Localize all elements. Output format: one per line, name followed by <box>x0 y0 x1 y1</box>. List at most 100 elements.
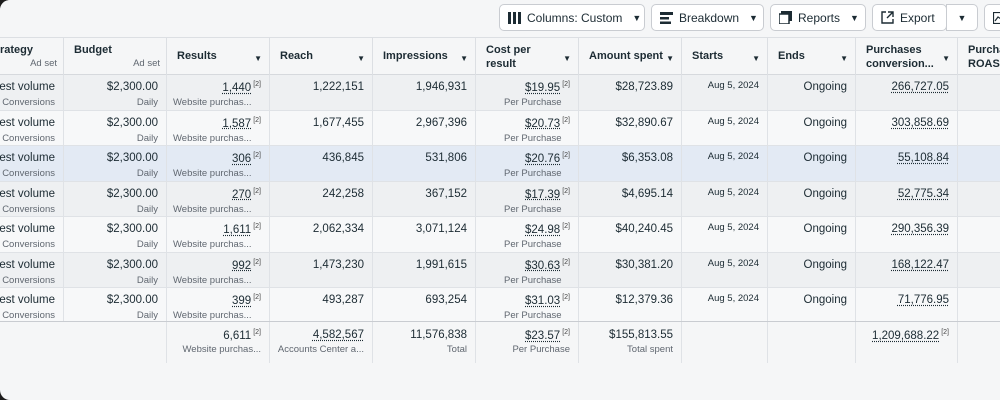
end-status: Ongoing <box>803 152 847 164</box>
table-row[interactable]: hest volume Conversions $2,300.00 Daily 1,58… <box>0 110 1000 146</box>
table-row[interactable]: hest volumeConversions$2,300.00Daily992[… <box>0 252 1000 288</box>
breakdown-icon <box>660 11 673 24</box>
export-button[interactable]: Export <box>872 4 947 31</box>
reach-value: 1,677,455 <box>312 116 364 129</box>
export-options-button[interactable]: ▼ <box>946 4 978 31</box>
results-value[interactable]: 1,440 <box>222 81 252 94</box>
header-purchases-conversion[interactable]: Purchases conversion... ▼ <box>856 38 958 75</box>
results-type: Website purchas... <box>173 310 252 321</box>
cost-per-result-cell: $19.95 [2] Per Purchase <box>476 75 579 110</box>
results-value[interactable]: 1,611 <box>223 223 252 236</box>
cost-per-result-value[interactable]: $24.98 <box>525 223 561 236</box>
purchases-conversion-value[interactable]: 52,775.34 <box>897 187 949 200</box>
chart-view-button[interactable] <box>984 4 1000 31</box>
bid-strategy-sub: Conversions <box>2 168 55 179</box>
reach-value: 242,258 <box>322 187 364 200</box>
header-ends[interactable]: Ends ▼ <box>768 38 856 75</box>
header-cost-per-result[interactable]: Cost per result ▼ <box>476 38 579 75</box>
totals-label-cell <box>0 322 167 363</box>
footnote-marker: [2] <box>562 294 570 301</box>
start-date: Aug 5, 2024 <box>707 222 759 233</box>
cost-per-result-cell: $24.98 [2] Per Purchase <box>476 217 579 252</box>
purchases-conversion-value[interactable]: 168,122.47 <box>891 258 949 271</box>
reports-button[interactable]: Reports ▼ <box>770 4 866 31</box>
budget-cell[interactable]: $2,300.00 Daily <box>64 75 167 110</box>
purchases-conversion-value[interactable]: 290,356.39 <box>891 223 949 235</box>
amount-spent-value: $40,240.45 <box>615 223 673 235</box>
impressions-value: 3,071,124 <box>415 223 467 235</box>
budget-cell[interactable]: $2,300.00 Daily <box>64 217 167 252</box>
totals-reach[interactable]: 4,582,567 <box>312 329 364 341</box>
reports-label: Reports <box>798 10 841 25</box>
cost-per-result-value[interactable]: $17.39 <box>525 188 561 201</box>
header-impressions[interactable]: Impressions ▼ <box>373 38 476 75</box>
table-row[interactable]: hest volumeConversions$2,300.00Daily306[… <box>0 146 1000 182</box>
purchases-conversion-value[interactable]: 71,776.95 <box>897 294 949 306</box>
cost-per-result-value[interactable]: $30.63 <box>525 259 561 272</box>
purchases-conversion-value[interactable]: 55,108.84 <box>897 152 949 164</box>
sort-arrow-icon: ▼ <box>752 54 760 63</box>
cost-per-result-value[interactable]: $19.95 <box>525 81 561 94</box>
reach-cell: 1,222,151 <box>270 75 373 110</box>
header-purchases-roas[interactable]: Purcha ROAS <box>958 38 1000 75</box>
starts-cell: Aug 5, 2024 <box>682 288 768 323</box>
totals-row: 6,611 [2] Website purchas... 4,582,567 Ac… <box>0 321 1000 363</box>
results-value[interactable]: 306 <box>232 152 252 165</box>
budget-cell[interactable]: $2,300.00 Daily <box>64 110 167 145</box>
budget-type: Daily <box>136 310 158 321</box>
cost-per-result-cell: $20.73 [2] Per Purchase <box>476 110 579 145</box>
header-label: Amount spent <box>589 50 663 62</box>
header-reach[interactable]: Reach ▼ <box>270 38 373 75</box>
impressions-cell: 693,254 <box>373 288 476 323</box>
cost-per-result-value[interactable]: $20.76 <box>525 152 561 165</box>
bid-strategy-cell: hest volume Conversions <box>0 181 64 216</box>
budget-cell[interactable]: $2,300.00 Daily <box>64 181 167 216</box>
bid-strategy-cell: hest volume Conversions <box>0 217 64 252</box>
purchases-conversion-cell: 55,108.84 <box>856 146 958 181</box>
breakdown-button[interactable]: Breakdown ▼ <box>651 4 764 31</box>
totals-reach-cell: 4,582,567 Accounts Center a... <box>270 322 373 363</box>
totals-impressions-sub: Total <box>446 344 467 355</box>
results-cell: 270 [2] Website purchas... <box>167 181 270 216</box>
ends-cell: Ongoing <box>768 217 856 252</box>
totals-purchases[interactable]: 1,209,688.22 <box>872 329 940 342</box>
results-value[interactable]: 1,587 <box>222 117 252 130</box>
table-row[interactable]: hest volumeConversions$2,300.00Daily270[… <box>0 181 1000 217</box>
table-row[interactable]: hest volume Conversions $2,300.00 Daily 1,44… <box>0 75 1000 111</box>
starts-cell: Aug 5, 2024 <box>682 110 768 145</box>
results-type: Website purchas... <box>173 168 252 179</box>
cost-per-result-value[interactable]: $20.73 <box>525 117 561 130</box>
budget-type: Daily <box>136 132 158 144</box>
footnote-marker: [2] <box>253 329 261 336</box>
header-label: Impressions <box>383 50 448 62</box>
budget-cell[interactable]: $2,300.00 Daily <box>64 288 167 323</box>
purchases-conversion-value[interactable]: 266,727.05 <box>891 81 949 93</box>
results-value[interactable]: 270 <box>232 188 252 201</box>
header-results[interactable]: Results ▼ <box>167 38 270 75</box>
budget-cell[interactable]: $2,300.00 Daily <box>64 146 167 181</box>
header-budget[interactable]: Budget Ad set <box>64 38 167 75</box>
totals-amount: $155,813.55 <box>609 329 673 341</box>
header-label: Purchases <box>866 44 922 56</box>
impressions-cell: 2,967,396 <box>373 110 476 145</box>
results-value[interactable]: 992 <box>232 259 252 272</box>
totals-cpr[interactable]: $23.57 <box>525 329 561 342</box>
bid-strategy: hest volume <box>0 187 55 200</box>
header-bid-strategy[interactable]: rategy Ad set <box>0 38 64 75</box>
results-cell: 1,440 [2] Website purchas... <box>167 75 270 110</box>
purchases-conversion-value[interactable]: 303,858.69 <box>891 116 949 129</box>
budget-type: Daily <box>136 274 158 286</box>
table-row[interactable]: hest volumeConversions$2,300.00Daily399[… <box>0 288 1000 324</box>
results-value[interactable]: 399 <box>232 294 252 307</box>
purchases-roas-cell <box>958 182 1000 217</box>
budget-value: $2,300.00 <box>106 223 158 235</box>
cost-per-result-value[interactable]: $31.03 <box>525 294 561 307</box>
columns-button[interactable]: Columns: Custom ▼ <box>499 4 645 31</box>
purchases-roas-cell <box>958 288 1000 323</box>
header-amount-spent[interactable]: Amount spent ▼ <box>579 38 682 75</box>
results-cell: 306 [2] Website purchas... <box>167 146 270 181</box>
header-starts[interactable]: Starts ▼ <box>682 38 768 75</box>
purchases-conversion-cell: 266,727.05 <box>856 75 958 110</box>
budget-cell[interactable]: $2,300.00 Daily <box>64 252 167 287</box>
table-row[interactable]: hest volume Conversions $2,300.00 Daily 1,61… <box>0 217 1000 253</box>
